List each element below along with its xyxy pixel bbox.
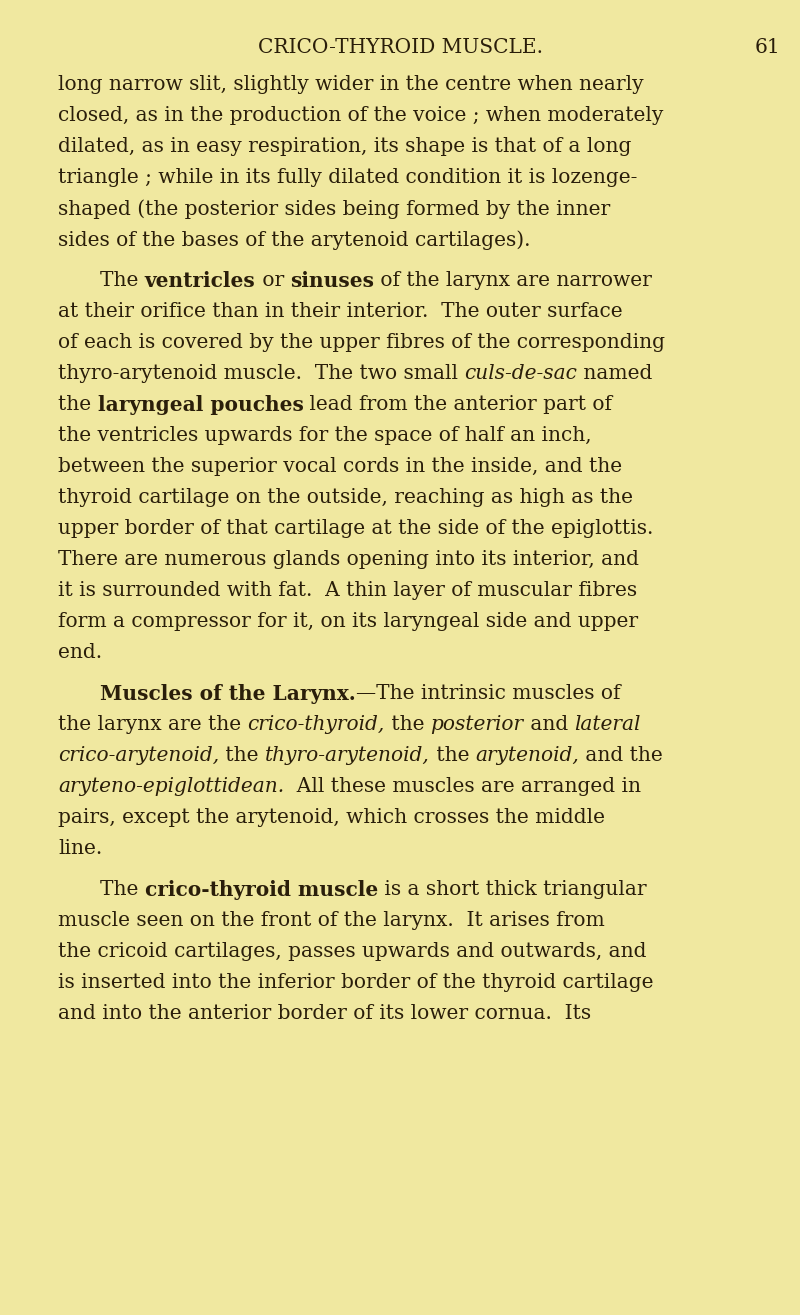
Text: Muscles of the Larynx.: Muscles of the Larynx. [100,684,356,704]
Text: the: the [58,394,98,414]
Text: All these muscles are arranged in: All these muscles are arranged in [284,777,641,796]
Text: lead from the anterior part of: lead from the anterior part of [303,394,612,414]
Text: or: or [255,271,290,291]
Text: muscle seen on the front of the larynx.  It arises from: muscle seen on the front of the larynx. … [58,911,605,930]
Text: upper border of that cartilage at the side of the epiglottis.: upper border of that cartilage at the si… [58,519,654,538]
Text: thyro-arytenoid,: thyro-arytenoid, [265,746,430,765]
Text: culs-de-sac: culs-de-sac [464,364,578,383]
Text: lateral: lateral [574,715,641,734]
Text: and into the anterior border of its lower cornua.  Its: and into the anterior border of its lowe… [58,1003,591,1023]
Text: line.: line. [58,839,102,857]
Text: pairs, except the arytenoid, which crosses the middle: pairs, except the arytenoid, which cross… [58,807,605,827]
Text: There are numerous glands opening into its interior, and: There are numerous glands opening into i… [58,550,639,569]
Text: is a short thick triangular: is a short thick triangular [378,880,646,899]
Text: CRICO-THYROID MUSCLE.: CRICO-THYROID MUSCLE. [258,38,542,57]
Text: arytenoid,: arytenoid, [476,746,579,765]
Text: ventricles: ventricles [145,271,255,291]
Text: posterior: posterior [430,715,524,734]
Text: sinuses: sinuses [290,271,374,291]
Text: aryteno-epiglottidean.: aryteno-epiglottidean. [58,777,284,796]
Text: dilated, as in easy respiration, its shape is that of a long: dilated, as in easy respiration, its sha… [58,137,631,156]
Text: long narrow slit, slightly wider in the centre when nearly: long narrow slit, slightly wider in the … [58,75,644,93]
Text: crico-arytenoid,: crico-arytenoid, [58,746,219,765]
Text: thyroid cartilage on the outside, reaching as high as the: thyroid cartilage on the outside, reachi… [58,488,633,508]
Text: crico-thyroid muscle: crico-thyroid muscle [145,880,378,899]
Text: laryngeal pouches: laryngeal pouches [98,394,303,416]
Text: the: the [430,746,476,765]
Text: the: the [219,746,265,765]
Text: of the larynx are narrower: of the larynx are narrower [374,271,652,291]
Text: closed, as in the production of the voice ; when moderately: closed, as in the production of the voic… [58,107,663,125]
Text: form a compressor for it, on its laryngeal side and upper: form a compressor for it, on its larynge… [58,611,638,631]
Text: the: the [385,715,430,734]
Text: at their orifice than in their interior.  The outer surface: at their orifice than in their interior.… [58,302,622,321]
Text: it is surrounded with fat.  A thin layer of muscular fibres: it is surrounded with fat. A thin layer … [58,581,637,600]
Text: sides of the bases of the arytenoid cartilages).: sides of the bases of the arytenoid cart… [58,230,530,250]
Text: end.: end. [58,643,102,661]
Text: 61: 61 [755,38,781,57]
Text: between the superior vocal cords in the inside, and the: between the superior vocal cords in the … [58,458,622,476]
Text: the larynx are the: the larynx are the [58,715,247,734]
Text: thyro-arytenoid muscle.  The two small: thyro-arytenoid muscle. The two small [58,364,464,383]
Text: of each is covered by the upper fibres of the corresponding: of each is covered by the upper fibres o… [58,333,665,352]
Text: named: named [578,364,653,383]
Text: shaped (the posterior sides being formed by the inner: shaped (the posterior sides being formed… [58,199,610,218]
Text: —The intrinsic muscles of: —The intrinsic muscles of [356,684,620,704]
Text: The: The [100,880,145,899]
Text: The: The [100,271,145,291]
Text: the ventricles upwards for the space of half an inch,: the ventricles upwards for the space of … [58,426,592,444]
Text: triangle ; while in its fully dilated condition it is lozenge-: triangle ; while in its fully dilated co… [58,168,638,187]
Text: crico-thyroid,: crico-thyroid, [247,715,385,734]
Text: and the: and the [579,746,663,765]
Text: is inserted into the inferior border of the thyroid cartilage: is inserted into the inferior border of … [58,973,654,992]
Text: the cricoid cartilages, passes upwards and outwards, and: the cricoid cartilages, passes upwards a… [58,942,646,961]
Text: and: and [524,715,574,734]
